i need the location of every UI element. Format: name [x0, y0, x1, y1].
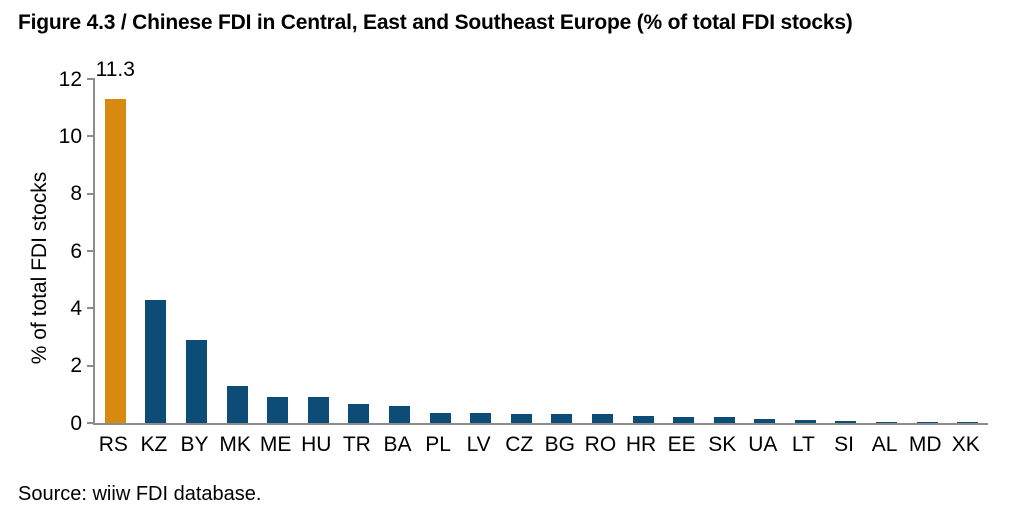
x-tick-label-LT: LT — [791, 433, 815, 456]
x-tick-label-HR: HR — [625, 433, 657, 456]
bar-slot-PL — [420, 79, 461, 423]
bar-slot-UA — [745, 79, 786, 423]
plot-area: 0 2 4 6 8 10 12 11.3 — [59, 58, 988, 434]
y-tick-label-10: 10 — [58, 124, 82, 148]
x-tick-label-BY: BY — [180, 433, 209, 456]
bar-MD — [916, 422, 938, 423]
bar-ME — [267, 397, 289, 423]
x-tick-label-UA: UA — [748, 433, 778, 456]
bar-KZ — [145, 299, 167, 423]
bar-EE — [673, 417, 695, 423]
bar-SK — [713, 417, 735, 423]
x-tick-label-XK: XK — [951, 433, 980, 456]
bar-slot-BA — [379, 79, 420, 423]
bar-BG — [551, 414, 573, 423]
y-tick-mark-12 — [87, 78, 95, 80]
bar-slot-MD — [907, 79, 948, 423]
x-tick-label-BA: BA — [383, 433, 412, 456]
bar-slot-BY — [176, 79, 217, 423]
x-tick-label-EE: EE — [667, 433, 696, 456]
bar-PL — [429, 413, 451, 423]
bar-LT — [794, 419, 816, 423]
bar-RO — [591, 414, 613, 423]
bar-slot-KZ — [136, 79, 177, 423]
y-tick-mark-2 — [87, 364, 95, 367]
x-tick-label-PL: PL — [425, 433, 451, 456]
x-tick-label-MD: MD — [908, 433, 942, 456]
bar-slot-RO — [582, 79, 623, 423]
bar-slot-ME — [257, 79, 298, 423]
bar-slot-LT — [785, 79, 826, 423]
bar-slot-CZ — [501, 79, 542, 423]
bar-MK — [226, 385, 248, 423]
bar-value-label-RS: 11.3 — [95, 58, 135, 82]
bar-XK — [957, 422, 979, 423]
bar-HR — [632, 415, 654, 423]
bar-slot-LV — [460, 79, 501, 423]
y-tick-label-6: 6 — [70, 239, 82, 263]
x-tick-label-RS: RS — [98, 433, 128, 456]
x-tick-label-HU: HU — [301, 433, 332, 456]
y-tick-label-0: 0 — [70, 411, 82, 435]
bar-SI — [835, 421, 857, 423]
x-tick-label-TR: TR — [342, 433, 371, 456]
bar-AL — [876, 421, 898, 423]
bar-CZ — [510, 414, 532, 423]
bar-slot-MK — [217, 79, 258, 423]
x-tick-label-BG: BG — [544, 433, 575, 456]
x-tick-label-RO: RO — [584, 433, 617, 456]
y-tick-label-4: 4 — [70, 296, 82, 320]
bar-UA — [754, 418, 776, 423]
x-tick-label-CZ: CZ — [505, 433, 534, 456]
bar-slot-BG — [542, 79, 583, 423]
figure-title: Figure 4.3 / Chinese FDI in Central, Eas… — [18, 11, 853, 34]
y-tick-mark-4 — [87, 307, 95, 310]
y-tick-label-2: 2 — [70, 354, 82, 378]
y-tick-mark-8 — [87, 192, 95, 195]
y-tick-mark-0 — [87, 422, 95, 424]
y-tick-label-12: 12 — [58, 67, 82, 91]
x-tick-label-KZ: KZ — [140, 433, 168, 456]
bar-BY — [185, 339, 207, 423]
bar-slot-SK — [704, 79, 745, 423]
bar-slot-SI — [826, 79, 867, 423]
bar-BA — [388, 405, 410, 423]
bar-slot-EE — [663, 79, 704, 423]
bar-slot-XK — [947, 79, 988, 423]
bar-slot-HR — [623, 79, 664, 423]
x-tick-label-AL: AL — [871, 433, 898, 456]
x-tick-label-ME: ME — [259, 433, 292, 456]
y-tick-mark-6 — [87, 250, 95, 252]
y-tick-label-8: 8 — [70, 182, 82, 206]
bar-slot-TR — [339, 79, 380, 423]
y-tick-mark-10 — [87, 135, 95, 138]
bar-LV — [470, 413, 492, 423]
x-axis-labels: RS KZ BY MK ME HU TR BA PL LV CZ BG RO HR EE SK UA LT SI AL… — [93, 433, 986, 457]
bar-HU — [307, 397, 329, 423]
bar-slot-AL — [866, 79, 907, 423]
bar-slot-HU — [298, 79, 339, 423]
x-tick-label-SK: SK — [708, 433, 737, 456]
x-tick-label-LV: LV — [466, 433, 491, 456]
x-tick-label-SI: SI — [834, 433, 854, 456]
bars-row: 11.3 — [95, 58, 988, 423]
source-note: Source: wiiw FDI database. — [18, 483, 262, 505]
bar-TR — [348, 404, 370, 423]
x-tick-label-MK: MK — [219, 433, 251, 456]
bar-RS — [104, 99, 126, 423]
bar-slot-RS: 11.3 — [95, 58, 136, 423]
